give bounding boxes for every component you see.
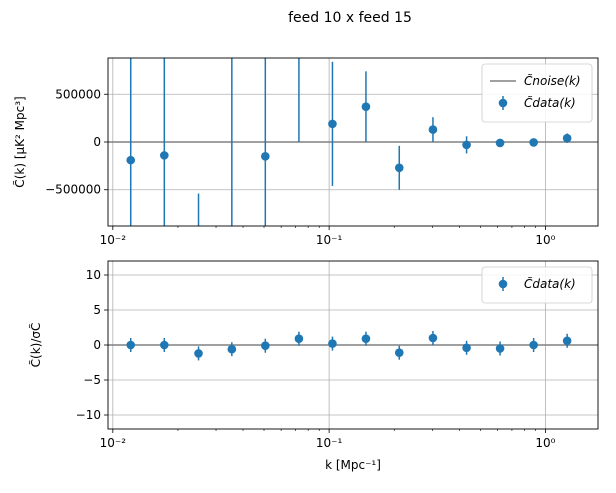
data-point <box>495 344 505 353</box>
data-point <box>394 348 404 358</box>
data-point <box>361 102 371 111</box>
legend-box <box>481 266 593 304</box>
data-point <box>495 138 505 148</box>
figure-title: feed 10 x feed 15 <box>288 10 412 26</box>
data-point <box>462 343 471 353</box>
legend-marker-swatch <box>498 98 508 108</box>
data-point <box>194 349 203 358</box>
x-tick-label: 10⁻² <box>100 233 127 247</box>
x-tick-label: 10⁻² <box>100 436 127 450</box>
data-point <box>328 339 337 348</box>
data-point <box>361 334 371 344</box>
data-point <box>261 341 270 351</box>
legend-entry-label: C̃noise(k) <box>524 74 581 88</box>
legend-marker-swatch <box>498 279 508 289</box>
y-tick-label: −10 <box>76 408 101 422</box>
y-tick-label: −500000 <box>45 183 101 197</box>
y-tick-label: 0 <box>93 338 101 352</box>
data-point <box>126 340 136 350</box>
data-point <box>294 334 304 344</box>
x-tick-label: 10⁰ <box>535 233 555 247</box>
bottom-panel: 10⁻² 10⁻¹ 10⁰ −10 −5 0 5 10 C̃(k)/σC̃ k [Mpc⁻¹] C̃… <box>29 260 599 472</box>
data-point <box>529 340 538 350</box>
x-tick-label: 10⁻¹ <box>316 233 343 247</box>
data-point <box>562 133 572 143</box>
data-point <box>428 333 438 343</box>
x-axis-label: k [Mpc⁻¹] <box>325 458 381 472</box>
y-axis-label: C̃(k)/σC̃ <box>29 323 43 368</box>
x-tick-label: 10⁻¹ <box>316 436 343 450</box>
data-point <box>261 152 270 161</box>
y-tick-label: 0 <box>93 135 101 149</box>
data-point <box>529 138 538 147</box>
data-point <box>160 340 169 350</box>
y-tick-label: 10 <box>86 268 101 282</box>
legend-box <box>481 63 593 123</box>
data-point <box>428 125 438 134</box>
x-tick-label: 10⁰ <box>535 436 555 450</box>
legend-entry-label: C̃data(k) <box>524 277 576 291</box>
legend-entry-label: C̃data(k) <box>524 96 576 110</box>
y-tick-label: 500000 <box>55 87 101 101</box>
data-point <box>160 151 169 160</box>
y-axis-label: C̃(k) [μK² Mpc³] <box>13 96 27 187</box>
y-tick-label: 5 <box>93 303 101 317</box>
data-point <box>328 119 337 129</box>
data-point <box>462 140 471 150</box>
data-point <box>562 336 572 346</box>
data-point <box>126 155 136 165</box>
data-point <box>227 344 237 354</box>
top-panel: 10⁻² 10⁻¹ 10⁰ −500000 0 500000 C̃(k) [μK² Mpc³… <box>13 57 599 247</box>
y-tick-label: −5 <box>83 373 101 387</box>
data-point <box>394 163 404 173</box>
